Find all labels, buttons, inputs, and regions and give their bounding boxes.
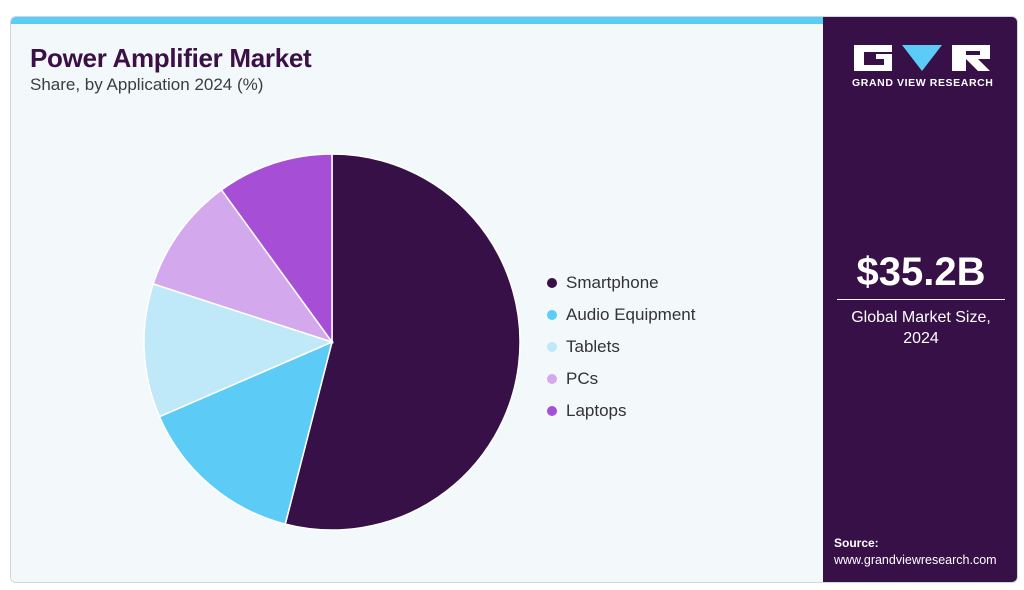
legend-swatch — [547, 310, 557, 320]
legend-swatch — [547, 278, 557, 288]
chart-title: Power Amplifier Market — [30, 43, 312, 73]
legend-label: PCs — [566, 369, 599, 388]
market-size-caption: Global Market Size, 2024 — [823, 307, 1017, 349]
accent-top-bar — [11, 17, 823, 24]
legend-label: Tablets — [566, 337, 620, 356]
legend-swatch — [547, 342, 557, 352]
legend-item-tablets: Tablets — [547, 331, 695, 363]
pie-slice-audio-equipment — [158, 340, 334, 526]
infographic-card: Power Amplifier Market Share, by Applica… — [10, 16, 1018, 583]
pie-slice-smartphone — [284, 153, 521, 531]
pie-chart — [143, 153, 521, 531]
divider — [837, 299, 1005, 300]
legend-label: Audio Equipment — [566, 305, 696, 324]
source-label: Source: — [834, 536, 879, 550]
sidebar-panel: GRAND VIEW RESEARCH $35.2B Global Market… — [823, 17, 1017, 582]
legend-label: Smartphone — [566, 273, 659, 292]
legend-item-laptops: Laptops — [547, 395, 695, 427]
chart-subtitle: Share, by Application 2024 (%) — [30, 75, 264, 94]
legend-label: Laptops — [566, 401, 627, 420]
pie-slice-laptops — [220, 153, 333, 345]
legend-swatch — [547, 374, 557, 384]
grand-view-research-logo — [854, 45, 990, 71]
source-link[interactable]: www.grandviewresearch.com — [834, 553, 997, 567]
pie-slice-pcs — [152, 188, 334, 344]
chart-legend: Smartphone Audio Equipment Tablets PCs Lapto… — [547, 267, 695, 427]
chart-panel: Power Amplifier Market Share, by Applica… — [11, 17, 823, 582]
legend-item-pcs: PCs — [547, 363, 695, 395]
legend-swatch — [547, 406, 557, 416]
legend-item-audio-equipment: Audio Equipment — [547, 299, 695, 331]
brand-name: GRAND VIEW RESEARCH — [852, 77, 994, 89]
market-size-value: $35.2B — [856, 250, 986, 294]
market-size-caption-line2: 2024 — [903, 330, 939, 347]
market-size-caption-line1: Global Market Size, — [851, 309, 991, 326]
pie-slice-tablets — [143, 282, 335, 418]
legend-item-smartphone: Smartphone — [547, 267, 695, 299]
